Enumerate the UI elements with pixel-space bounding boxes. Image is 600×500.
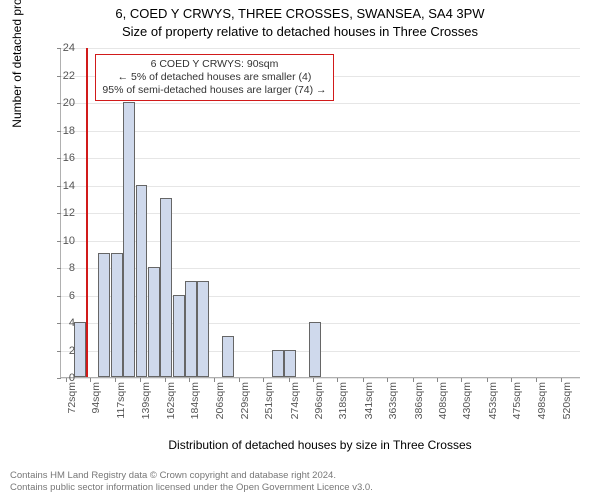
bar	[185, 281, 197, 377]
title-subtitle: Size of property relative to detached ho…	[0, 24, 600, 39]
ytick-label: 24	[45, 42, 75, 54]
ytick-label: 2	[45, 345, 75, 357]
title-address: 6, COED Y CRWYS, THREE CROSSES, SWANSEA,…	[0, 6, 600, 21]
bar	[136, 185, 148, 378]
bar	[74, 322, 86, 377]
ytick-label: 22	[45, 70, 75, 82]
reference-line	[86, 48, 88, 377]
xtick-label: 229sqm	[239, 382, 251, 442]
xtick-label: 318sqm	[337, 382, 349, 442]
bar	[111, 253, 123, 377]
ytick-label: 10	[45, 235, 75, 247]
xtick-label: 251sqm	[263, 382, 275, 442]
chart-container: 6, COED Y CRWYS, THREE CROSSES, SWANSEA,…	[0, 0, 600, 500]
bar	[98, 253, 110, 377]
y-axis-label: Number of detached properties	[10, 0, 24, 210]
xtick-label: 206sqm	[214, 382, 226, 442]
xtick-label: 341sqm	[363, 382, 375, 442]
annotation-line-2: ← 5% of detached houses are smaller (4)	[102, 71, 326, 84]
xtick-label: 117sqm	[115, 382, 127, 442]
gridline	[61, 158, 580, 159]
ytick-label: 20	[45, 97, 75, 109]
bar	[160, 198, 172, 377]
xtick-label: 139sqm	[140, 382, 152, 442]
bar	[284, 350, 296, 378]
ytick-label: 14	[45, 180, 75, 192]
xtick-label: 386sqm	[413, 382, 425, 442]
credit-line-1: Contains HM Land Registry data © Crown c…	[10, 470, 373, 482]
gridline	[61, 48, 580, 49]
annotation-line-3: 95% of semi-detached houses are larger (…	[102, 84, 326, 97]
bar	[222, 336, 234, 377]
annotation-line-1: 6 COED Y CRWYS: 90sqm	[102, 58, 326, 71]
xtick-label: 430sqm	[461, 382, 473, 442]
bar	[123, 102, 135, 377]
ytick-label: 16	[45, 152, 75, 164]
xtick-label: 94sqm	[90, 382, 102, 442]
ytick-label: 4	[45, 317, 75, 329]
ytick-label: 12	[45, 207, 75, 219]
ytick-label: 18	[45, 125, 75, 137]
xtick-label: 363sqm	[387, 382, 399, 442]
xtick-label: 453sqm	[487, 382, 499, 442]
xtick-label: 498sqm	[536, 382, 548, 442]
xtick-label: 162sqm	[165, 382, 177, 442]
xtick-label: 274sqm	[289, 382, 301, 442]
xtick-label: 72sqm	[66, 382, 78, 442]
bar	[148, 267, 160, 377]
bar	[309, 322, 321, 377]
ytick-label: 6	[45, 290, 75, 302]
xtick-label: 296sqm	[313, 382, 325, 442]
bar	[197, 281, 209, 377]
credits: Contains HM Land Registry data © Crown c…	[10, 470, 373, 494]
credit-line-2: Contains public sector information licen…	[10, 482, 373, 494]
annotation-box: 6 COED Y CRWYS: 90sqm← 5% of detached ho…	[95, 54, 333, 101]
ytick-label: 8	[45, 262, 75, 274]
bar	[173, 295, 185, 378]
xtick-label: 184sqm	[189, 382, 201, 442]
xtick-label: 408sqm	[437, 382, 449, 442]
xtick-label: 520sqm	[561, 382, 573, 442]
xtick-label: 475sqm	[511, 382, 523, 442]
gridline	[61, 103, 580, 104]
bar	[272, 350, 284, 378]
gridline	[61, 131, 580, 132]
